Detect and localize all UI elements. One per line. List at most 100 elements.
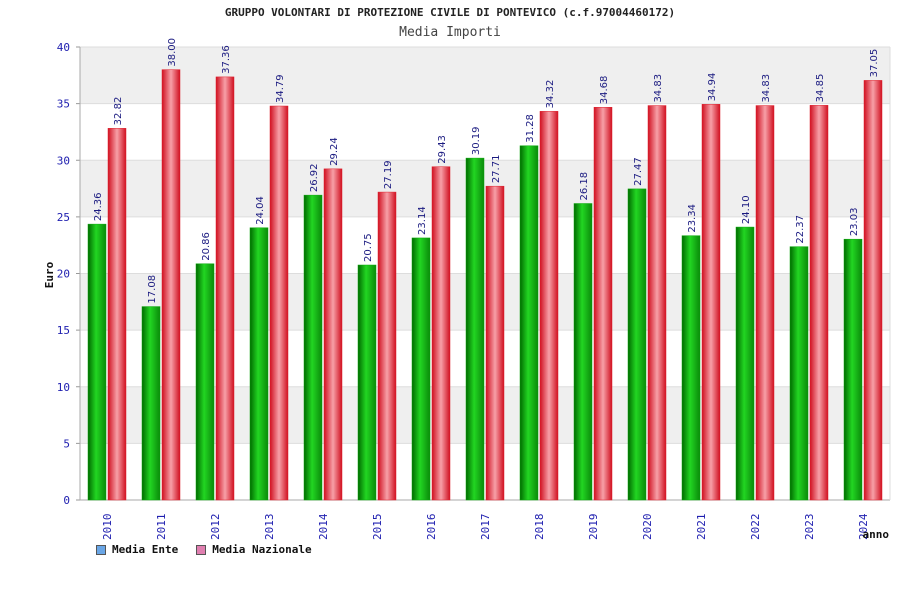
value-label-nazionale-2022: 34.83: [761, 74, 772, 103]
value-label-nazionale-2024: 37.05: [869, 49, 880, 78]
grid-band: [80, 160, 890, 217]
x-tick-label-2010: 2010: [101, 514, 114, 541]
bar-nazionale-2014: [323, 168, 343, 501]
value-labels: 24.36 32.82 17.08 38.00 20.86 37.36 24.04 34.79…: [93, 38, 880, 304]
bar-nazionale-2011: [161, 69, 181, 501]
legend-label-nazionale: Media Nazionale: [212, 543, 312, 556]
x-tick-label-2018: 2018: [533, 514, 546, 541]
bar-nazionale-2013: [269, 105, 289, 501]
bar-nazionale-2018: [539, 111, 559, 501]
y-axis-label: Euro: [43, 261, 56, 288]
bar-ente-2020: [627, 188, 647, 501]
bar-ente-2015: [357, 264, 377, 501]
value-label-nazionale-2019: 34.68: [599, 76, 610, 105]
value-label-nazionale-2013: 34.79: [275, 74, 286, 103]
bar-nazionale-2019: [593, 106, 613, 501]
x-tick-label-2012: 2012: [209, 514, 222, 541]
x-axis-label: anno: [863, 528, 890, 541]
bar-ente-2013: [249, 227, 269, 501]
value-label-ente-2011: 17.08: [147, 275, 158, 304]
bar-ente-2019: [573, 203, 593, 501]
bar-ente-2021: [681, 235, 701, 501]
bar-nazionale-2021: [701, 104, 721, 501]
x-tick-label-2017: 2017: [479, 514, 492, 541]
x-tick-label-2019: 2019: [587, 514, 600, 541]
value-label-ente-2013: 24.04: [255, 196, 266, 225]
legend-swatch-ente: [96, 544, 106, 555]
y-tick-label: 35: [57, 98, 70, 111]
y-tick-label: 5: [63, 437, 70, 450]
chart-title: GRUPPO VOLONTARI DI PROTEZIONE CIVILE DI…: [224, 6, 676, 19]
bar-nazionale-2024: [863, 80, 883, 501]
x-tick-labels: 2010 2011 2012 2013 2014 2015 2016 2017 2018 2019…: [101, 513, 870, 540]
chart-subtitle: Media Importi: [399, 25, 501, 40]
value-label-ente-2017: 30.19: [471, 126, 482, 155]
value-label-nazionale-2018: 34.32: [545, 80, 556, 109]
value-label-nazionale-2011: 38.00: [167, 38, 178, 67]
value-label-nazionale-2021: 34.94: [707, 73, 718, 102]
bar-nazionale-2022: [755, 105, 775, 501]
y-tick-label: 15: [57, 324, 70, 337]
x-tick-label-2024: 2024: [857, 513, 870, 540]
bar-ente-2010: [87, 223, 107, 501]
value-label-ente-2012: 20.86: [201, 232, 212, 261]
value-label-nazionale-2023: 34.85: [815, 74, 826, 103]
x-tick-label-2021: 2021: [695, 514, 708, 541]
value-label-nazionale-2017: 27.71: [491, 155, 502, 184]
value-label-nazionale-2015: 27.19: [383, 160, 394, 189]
x-tick-label-2020: 2020: [641, 514, 654, 541]
value-label-ente-2015: 20.75: [363, 233, 374, 262]
bar-nazionale-2015: [377, 191, 397, 501]
bar-ente-2018: [519, 145, 539, 501]
x-tick-label-2023: 2023: [803, 514, 816, 541]
value-label-ente-2020: 27.47: [633, 157, 644, 186]
y-tick-label: 30: [57, 154, 70, 167]
value-label-ente-2018: 31.28: [525, 114, 536, 143]
gridlines: [76, 46, 890, 501]
value-label-ente-2014: 26.92: [309, 163, 320, 192]
axes: [79, 47, 891, 501]
legend: Media Ente Media Nazionale: [96, 543, 312, 556]
legend-swatch-nazionale: [196, 544, 207, 555]
bar-ente-2014: [303, 194, 323, 501]
bar-nazionale-2012: [215, 76, 235, 501]
legend-label-ente: Media Ente: [112, 543, 179, 556]
x-tick-label-2015: 2015: [371, 514, 384, 541]
x-tick-label-2013: 2013: [263, 514, 276, 541]
y-tick-labels: 0 5 10 15 20 25 30 35 40: [57, 41, 70, 507]
bar-nazionale-2023: [809, 105, 829, 501]
value-label-ente-2024: 23.03: [849, 208, 860, 237]
value-label-ente-2016: 23.14: [417, 206, 428, 235]
bar-ente-2023: [789, 246, 809, 501]
y-tick-label: 25: [57, 211, 70, 224]
bar-ente-2012: [195, 263, 215, 501]
value-label-ente-2022: 24.10: [741, 195, 752, 224]
bar-ente-2011: [141, 306, 161, 501]
value-label-ente-2019: 26.18: [579, 172, 590, 201]
value-label-ente-2010: 24.36: [93, 192, 104, 221]
value-label-nazionale-2010: 32.82: [113, 97, 124, 126]
x-tick-label-2014: 2014: [317, 513, 330, 540]
y-tick-label: 10: [57, 381, 70, 394]
value-label-nazionale-2012: 37.36: [221, 45, 232, 74]
value-label-nazionale-2020: 34.83: [653, 74, 664, 103]
y-tick-label: 20: [57, 268, 70, 281]
bar-nazionale-2017: [485, 185, 505, 501]
value-label-nazionale-2014: 29.24: [329, 137, 340, 166]
legend-item-nazionale: Media Nazionale: [196, 543, 312, 556]
bar-nazionale-2020: [647, 105, 667, 501]
x-tick-label-2016: 2016: [425, 514, 438, 541]
bar-ente-2016: [411, 237, 431, 501]
bar-nazionale-2016: [431, 166, 451, 501]
legend-item-ente: Media Ente: [96, 543, 178, 556]
bar-ente-2022: [735, 226, 755, 501]
value-label-nazionale-2016: 29.43: [437, 135, 448, 164]
value-label-ente-2023: 22.37: [795, 215, 806, 244]
bar-ente-2017: [465, 157, 485, 501]
bars: [87, 69, 883, 501]
x-tick-label-2022: 2022: [749, 514, 762, 541]
bar-ente-2024: [843, 238, 863, 501]
background-bands: [80, 47, 890, 444]
y-tick-label: 40: [57, 41, 70, 54]
